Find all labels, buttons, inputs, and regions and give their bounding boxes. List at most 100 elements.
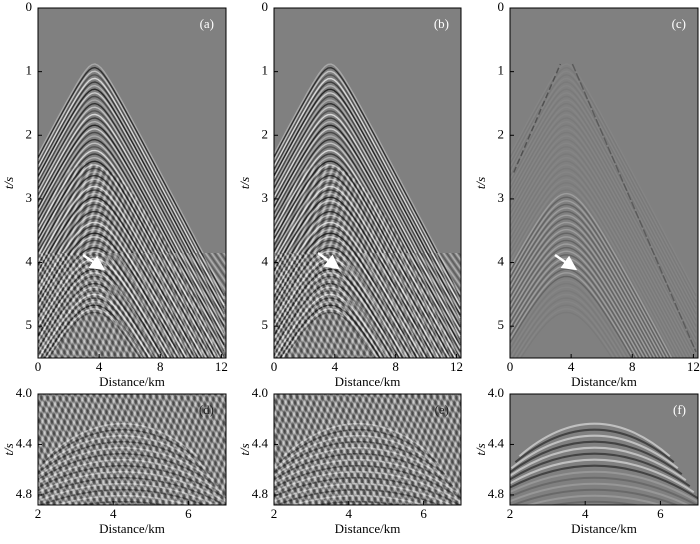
event [510, 293, 623, 358]
event [510, 221, 659, 358]
y-tick-label: 2 [26, 126, 33, 141]
event [274, 63, 461, 294]
x-tick-label: 8 [392, 359, 399, 374]
panel-label: (e) [435, 402, 449, 417]
event [274, 77, 461, 307]
arrow [82, 253, 106, 271]
event [510, 128, 697, 349]
event [510, 434, 679, 469]
x-axis-label: Distance/km [335, 521, 401, 536]
x-tick-label: 2 [271, 506, 278, 521]
seismic-image [274, 8, 461, 358]
y-tick-label: 4.8 [252, 486, 268, 501]
y-tick-label: 4.4 [488, 435, 505, 450]
panel: 2 4 6 4.0 4.4 4.8 Distance/km t/s (d) [1, 385, 227, 536]
event [510, 464, 698, 500]
panel-label: (b) [434, 16, 449, 31]
x-tick-label: 2 [507, 506, 514, 521]
arrow [317, 252, 340, 270]
event [510, 106, 697, 330]
event [510, 156, 690, 358]
event [510, 218, 661, 358]
plot-frame [273, 393, 462, 506]
seismic-image [38, 8, 226, 358]
panel: 2 4 6 4.0 4.4 4.8 Distance/km t/s (f) [473, 385, 699, 536]
event [510, 84, 697, 312]
event [38, 66, 225, 297]
event [274, 74, 461, 303]
noise-overlay [274, 253, 461, 358]
y-axis-label: t/s [473, 177, 488, 189]
event [510, 167, 685, 358]
arrow [554, 253, 578, 271]
event [517, 308, 615, 358]
event [510, 113, 697, 337]
event [510, 250, 646, 358]
event [274, 81, 461, 310]
y-tick-label: 4 [498, 254, 505, 269]
y-tick-label: 2 [498, 126, 505, 141]
arrows [82, 252, 578, 271]
event [510, 196, 671, 358]
event [510, 131, 697, 352]
y-axis-label: t/s [473, 443, 488, 455]
x-tick-label: 12 [215, 359, 228, 374]
event [518, 422, 671, 457]
event [38, 63, 225, 294]
event [510, 124, 697, 346]
event [510, 228, 656, 358]
y-tick-label: 3 [26, 190, 33, 205]
x-tick-label: 4 [568, 359, 575, 374]
event [38, 81, 225, 309]
plot-frame [509, 393, 699, 506]
x-tick-label: 0 [507, 359, 514, 374]
y-tick-label: 0 [26, 0, 33, 14]
event [510, 174, 681, 358]
edge [571, 63, 697, 353]
event [510, 192, 673, 358]
event [510, 257, 642, 358]
event [510, 458, 695, 494]
event [510, 63, 697, 294]
event [510, 264, 638, 358]
event [510, 203, 668, 358]
x-axis-label: Distance/km [571, 521, 637, 536]
panel-label: (f) [673, 402, 686, 417]
event [510, 268, 637, 358]
y-tick-label: 1 [262, 63, 269, 78]
event [548, 500, 641, 505]
x-tick-label: 8 [629, 359, 636, 374]
event [510, 232, 654, 358]
event [38, 74, 225, 303]
noise-overlay [274, 394, 461, 505]
panel-label: (d) [199, 402, 214, 417]
x-tick-label: 6 [420, 506, 427, 521]
event [513, 300, 619, 358]
event [510, 254, 644, 358]
x-tick-label: 6 [657, 506, 664, 521]
event [510, 476, 698, 505]
event [510, 225, 658, 358]
y-tick-label: 3 [262, 190, 269, 205]
y-tick-label: 3 [498, 190, 505, 205]
y-tick-label: 4.4 [252, 435, 269, 450]
event [274, 66, 461, 297]
y-axis-label: t/s [1, 443, 16, 455]
panel-label: (a) [200, 16, 214, 31]
y-tick-label: 4.8 [16, 486, 32, 501]
event [510, 239, 651, 358]
plot-frame [37, 7, 227, 359]
x-tick-label: 8 [157, 359, 164, 374]
event [510, 142, 696, 358]
x-axis-label: Distance/km [335, 374, 401, 389]
background [510, 8, 698, 358]
event [510, 440, 683, 476]
event [511, 297, 621, 358]
y-tick-label: 4.8 [488, 486, 504, 501]
y-tick-label: 4.4 [16, 435, 33, 450]
x-tick-label: 4 [96, 359, 103, 374]
y-tick-label: 4.0 [252, 385, 268, 400]
y-tick-label: 4.0 [16, 385, 32, 400]
event [510, 272, 635, 358]
plot-frame [37, 393, 227, 506]
